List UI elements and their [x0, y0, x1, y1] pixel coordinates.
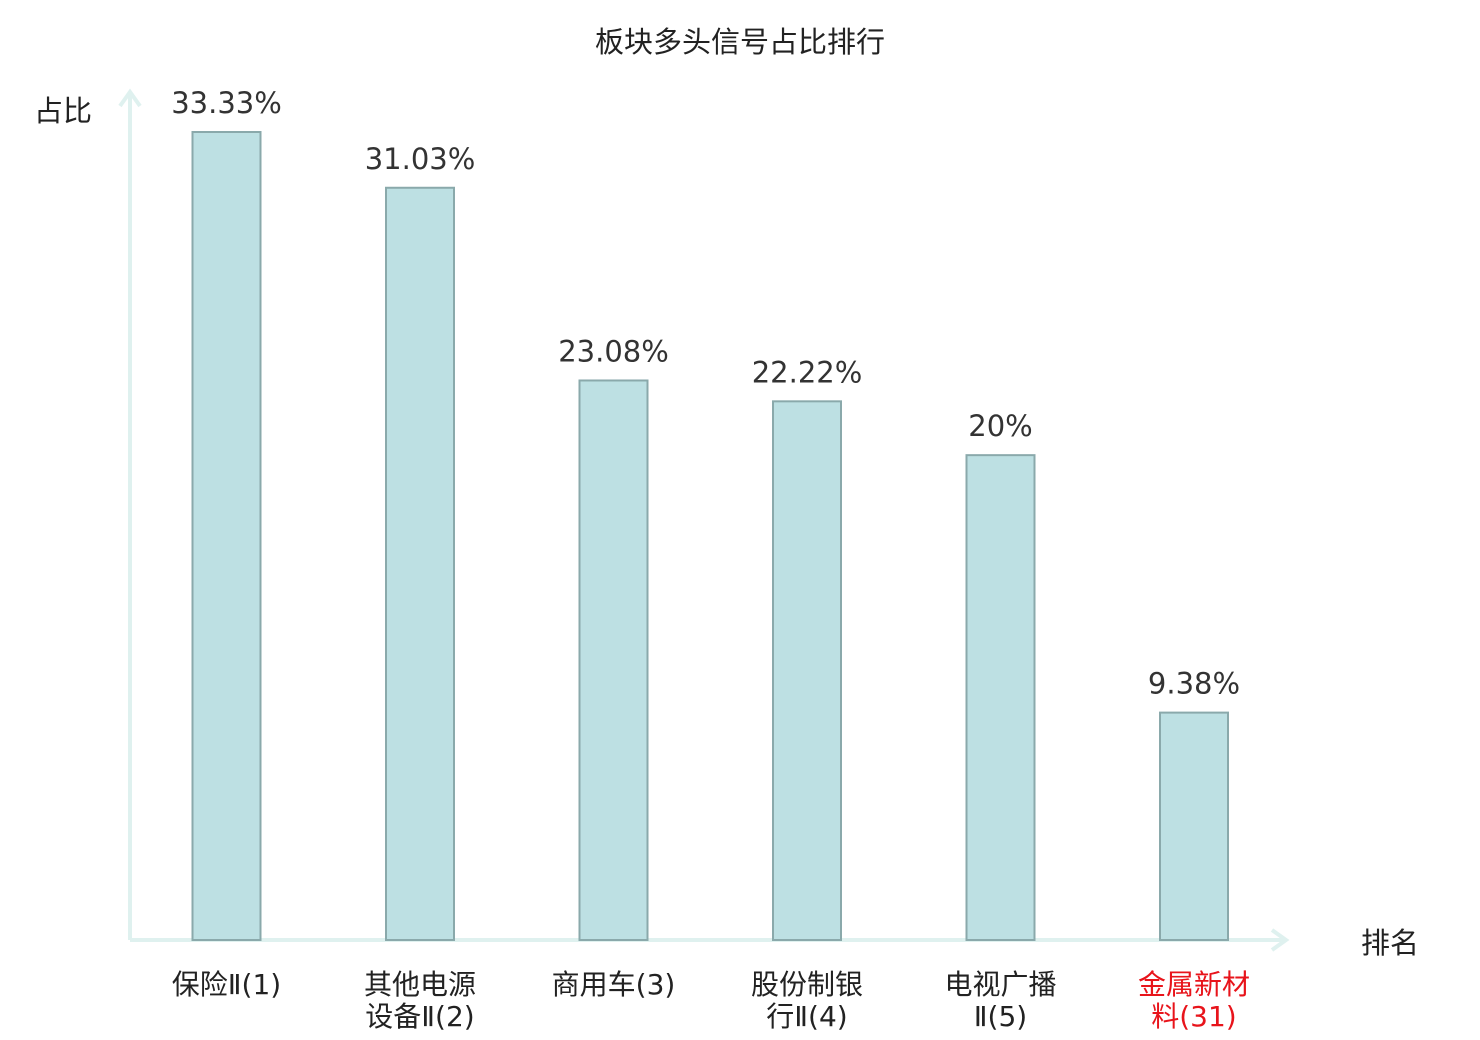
category-label: 电视广播	[944, 968, 1056, 1001]
value-label: 31.03%	[365, 142, 476, 176]
value-label: 22.22%	[752, 355, 863, 389]
category-label: 商用车(3)	[552, 968, 676, 1001]
y-axis-label: 占比	[34, 94, 92, 128]
y-axis-arrow	[118, 88, 142, 108]
category-label: Ⅱ(5)	[974, 1000, 1027, 1033]
value-label: 33.33%	[171, 86, 282, 120]
x-axis-arrow	[1270, 928, 1290, 952]
category-label: 设备Ⅱ(2)	[365, 1000, 474, 1033]
bar	[191, 131, 262, 941]
value-labels: 33.33% 31.03% 23.08% 22.22% 20% 9.38%	[171, 86, 1240, 701]
value-label: 23.08%	[558, 334, 669, 368]
value-label: 20%	[968, 409, 1032, 443]
bar	[1159, 711, 1229, 942]
category-label: 金属新材	[1138, 968, 1250, 1001]
category-label: 股份制银	[751, 968, 863, 1001]
bar	[772, 400, 842, 942]
bars	[191, 131, 1229, 942]
category-label: 行Ⅱ(4)	[766, 1000, 847, 1033]
axes	[118, 88, 1290, 952]
bar	[578, 379, 649, 941]
bar	[965, 454, 1036, 941]
chart-title: 板块多头信号占比排行	[595, 25, 885, 59]
value-label: 9.38%	[1148, 667, 1240, 701]
bar	[385, 186, 455, 941]
x-axis-label: 排名	[1361, 926, 1419, 960]
category-label: 保险Ⅱ(1)	[172, 968, 281, 1001]
category-label: 其他电源	[364, 968, 476, 1001]
category-label: 料(31)	[1151, 1000, 1236, 1033]
